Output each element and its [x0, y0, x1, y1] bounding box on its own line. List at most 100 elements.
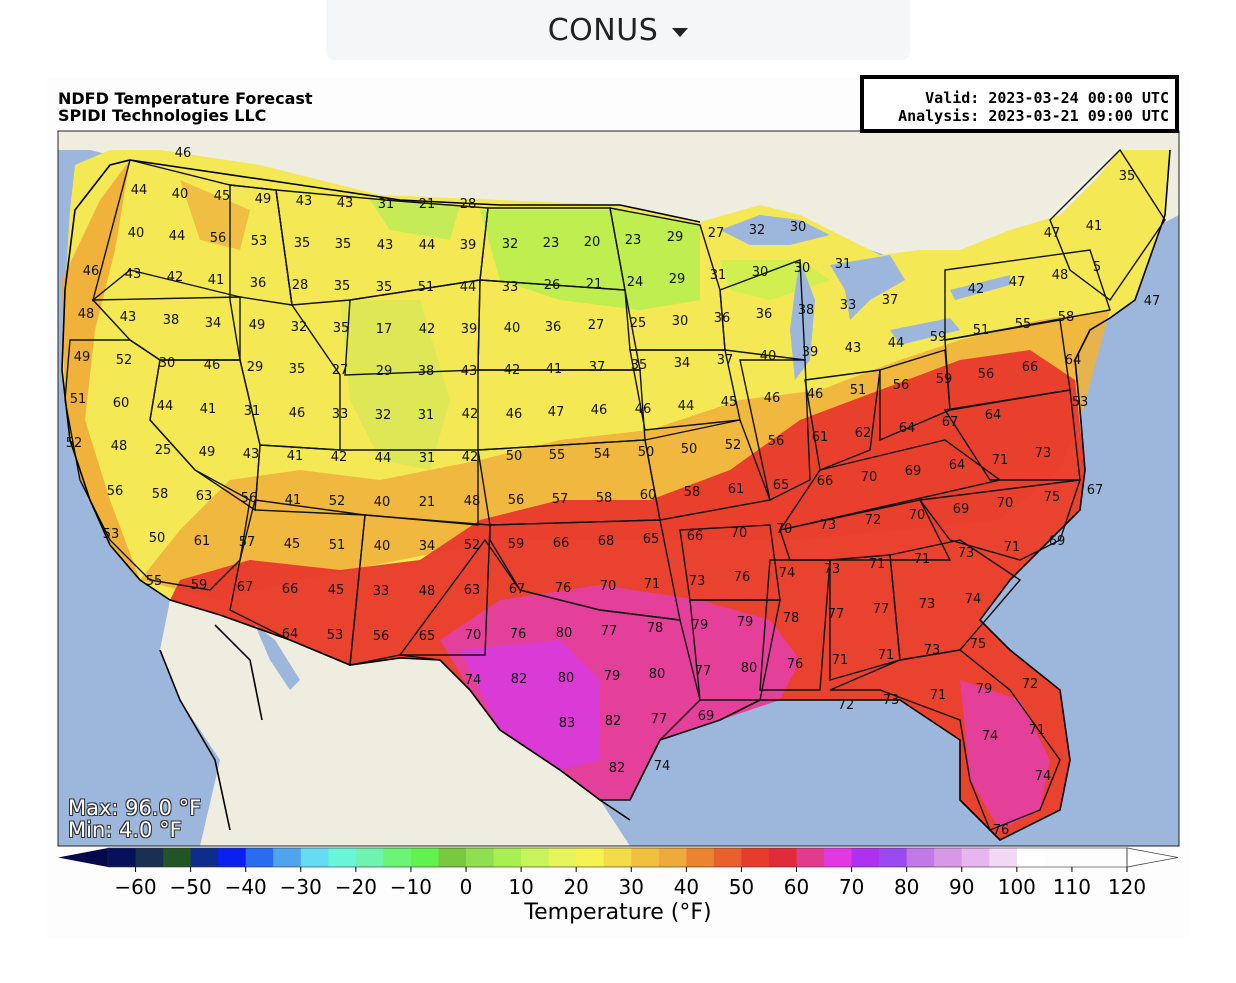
temp-value-label: 36	[545, 320, 562, 335]
temp-value-label: 51	[70, 392, 87, 407]
temp-value-label: 61	[728, 482, 745, 497]
temp-value-label: 32	[502, 237, 519, 252]
temp-value-label: 69	[953, 502, 970, 517]
temp-value-label: 73	[820, 518, 837, 533]
colorbar-title: Temperature (°F)	[524, 900, 712, 925]
temp-value-label: 52	[464, 538, 481, 553]
temp-value-label: 53	[1072, 395, 1089, 410]
temp-value-label: 44	[157, 399, 174, 414]
temp-value-label: 44	[375, 451, 392, 466]
temp-value-label: 66	[282, 582, 299, 597]
temp-value-label: 73	[689, 574, 706, 589]
temp-value-label: 21	[419, 495, 436, 510]
temp-value-label: 41	[1086, 219, 1103, 234]
temp-value-label: 42	[968, 282, 985, 297]
temp-value-label: 46	[204, 358, 221, 373]
temp-value-label: 43	[845, 341, 862, 356]
temp-value-label: 27	[588, 318, 605, 333]
temp-value-label: 24	[627, 275, 644, 290]
temp-value-label: 67	[509, 582, 526, 597]
temp-value-label: 30	[159, 356, 176, 371]
temp-value-label: 39	[460, 238, 477, 253]
temp-value-label: 42	[462, 407, 479, 422]
temp-value-label: 25	[630, 316, 647, 331]
temp-value-label: 41	[285, 493, 302, 508]
temp-value-label: 65	[643, 532, 660, 547]
temp-value-label: 56	[107, 484, 124, 499]
temp-value-label: 73	[919, 597, 936, 612]
temp-value-label: 56	[210, 231, 227, 246]
temp-value-label: 41	[546, 362, 563, 377]
temp-value-label: 76	[734, 570, 751, 585]
temp-value-label: 31	[378, 197, 395, 212]
min-stat: Min: 4.0 °F	[68, 818, 182, 842]
temp-value-label: 72	[1022, 677, 1039, 692]
temp-value-label: 74	[465, 673, 482, 688]
temp-value-label: 44	[169, 229, 186, 244]
temp-value-label: 47	[548, 405, 565, 420]
temp-value-label: 29	[247, 360, 264, 375]
temp-value-label: 30	[794, 261, 811, 276]
temp-value-label: 71	[832, 653, 849, 668]
temp-value-label: 82	[609, 761, 626, 776]
temp-value-label: 34	[674, 356, 691, 371]
temp-value-label: 40	[760, 349, 777, 364]
temp-value-label: 52	[116, 353, 133, 368]
temp-value-label: 67	[1087, 483, 1104, 498]
temp-value-label: 79	[604, 669, 621, 684]
temp-value-label: 82	[605, 714, 622, 729]
temp-value-label: 77	[828, 607, 845, 622]
caret-down-icon	[672, 27, 689, 37]
temp-value-label: 35	[289, 362, 306, 377]
temp-value-label: 66	[1022, 360, 1039, 375]
map-title-line1: NDFD Temperature Forecast	[58, 89, 313, 108]
temp-value-label: 73	[924, 643, 941, 658]
temp-value-label: 61	[812, 430, 829, 445]
map-title: NDFD Temperature Forecast SPIDI Technolo…	[58, 90, 313, 124]
temp-value-label: 23	[543, 236, 560, 251]
temp-value-label: 42	[504, 363, 521, 378]
map-frame	[57, 130, 1180, 847]
max-stat: Max: 96.0 °F	[68, 796, 202, 820]
temp-value-label: 46	[289, 406, 306, 421]
temp-value-label: 71	[1004, 540, 1021, 555]
temp-value-label: 74	[654, 759, 671, 774]
temp-value-label: 59	[508, 537, 525, 552]
temp-value-label: 47	[1009, 275, 1026, 290]
temp-value-label: 35	[1119, 169, 1136, 184]
temp-value-label: 65	[419, 629, 436, 644]
temp-value-label: 51	[850, 383, 867, 398]
valid-time-box: Valid: 2023-03-24 00:00 UTC Analysis: 20…	[860, 75, 1179, 133]
temp-value-label: 37	[717, 353, 734, 368]
temp-value-label: 42	[167, 270, 184, 285]
temp-value-label: 20	[584, 235, 601, 250]
temp-value-label: 41	[287, 449, 304, 464]
temp-value-label: 49	[74, 350, 91, 365]
temp-value-label: 47	[1044, 226, 1061, 241]
analysis-time: Analysis: 2023-03-21 09:00 UTC	[898, 107, 1169, 125]
temp-value-label: 66	[553, 536, 570, 551]
temp-value-label: 37	[589, 360, 606, 375]
temp-value-label: 58	[1058, 310, 1075, 325]
temp-value-label: 70	[731, 526, 748, 541]
temp-value-label: 79	[737, 615, 754, 630]
temp-value-label: 30	[752, 265, 769, 280]
temp-value-label: 76	[993, 823, 1010, 838]
temp-value-label: 36	[714, 311, 731, 326]
temp-value-label: 72	[865, 513, 882, 528]
temp-value-label: 29	[667, 230, 684, 245]
temp-value-label: 55	[1015, 317, 1032, 332]
temp-value-label: 55	[549, 448, 566, 463]
temp-value-label: 43	[120, 310, 137, 325]
temp-value-label: 60	[640, 488, 657, 503]
temp-value-label: 63	[464, 583, 481, 598]
region-select[interactable]: CONUS	[326, 0, 910, 60]
temp-value-label: 69	[905, 464, 922, 479]
temp-value-label: 67	[237, 580, 254, 595]
region-select-label: CONUS	[547, 12, 659, 48]
temp-value-label: 70	[861, 470, 878, 485]
temp-value-label: 31	[419, 451, 436, 466]
temp-value-label: 58	[152, 487, 169, 502]
temp-value-label: 80	[556, 626, 573, 641]
